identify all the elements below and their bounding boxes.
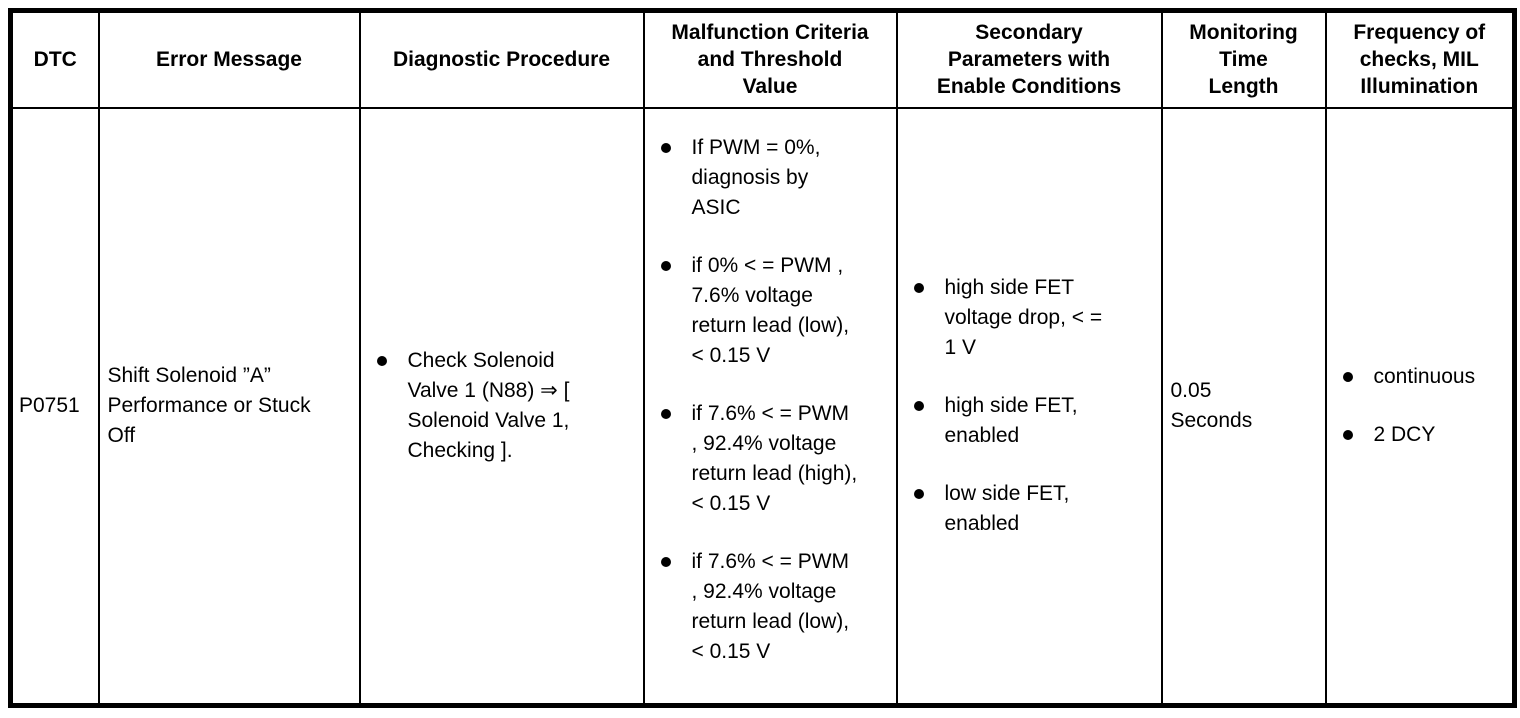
error-message-text: Shift Solenoid ”A” Performance or Stuck … (107, 363, 311, 447)
bullet-icon (1342, 371, 1353, 382)
cell-error-message: Shift Solenoid ”A” Performance or Stuck … (97, 106, 361, 707)
secondary-parameters-list: high side FET voltage drop, < = 1 V high… (899, 273, 1160, 539)
list-item: 2 DCY (1328, 420, 1513, 450)
list-item-text: high side FET, enabled (944, 393, 1078, 447)
bullet-icon (660, 260, 671, 271)
bullet-icon (660, 142, 671, 153)
header-row: DTC Error Message Diagnostic Procedure M… (9, 9, 1516, 109)
diagnostic-procedure-list: Check Solenoid Valve 1 (N88) ⇒ [ Solenoi… (362, 346, 642, 466)
list-item-text: 2 DCY (1373, 422, 1436, 446)
list-item-text: Check Solenoid Valve 1 (N88) ⇒ [ Solenoi… (407, 348, 570, 462)
col-header-frequency: Frequency of checks, MIL Illumination (1324, 9, 1516, 109)
col-header-error-message: Error Message (97, 9, 361, 109)
bullet-icon (913, 282, 924, 293)
list-item: if 0% < = PWM , 7.6% voltage return lead… (646, 251, 895, 371)
bullet-icon (376, 355, 387, 366)
list-item-text: if 7.6% < = PWM , 92.4% voltage return l… (691, 401, 858, 515)
col-header-monitoring-time: Monitoring Time Length (1160, 9, 1327, 109)
bullet-icon (660, 408, 671, 419)
table-row: P0751 Shift Solenoid ”A” Performance or … (9, 106, 1516, 707)
col-header-secondary-parameters: Secondary Parameters with Enable Conditi… (895, 9, 1163, 109)
dtc-code: P0751 (19, 393, 80, 417)
list-item-text: high side FET voltage drop, < = 1 V (944, 275, 1103, 359)
list-item-text: if 7.6% < = PWM , 92.4% voltage return l… (691, 549, 850, 663)
list-item: Check Solenoid Valve 1 (N88) ⇒ [ Solenoi… (362, 346, 642, 466)
list-item-text: If PWM = 0%, diagnosis by ASIC (691, 135, 821, 219)
cell-frequency: continuous 2 DCY (1324, 106, 1516, 707)
list-item: low side FET, enabled (899, 479, 1160, 539)
bullet-icon (913, 400, 924, 411)
bullet-icon (660, 556, 671, 567)
cell-secondary-parameters: high side FET voltage drop, < = 1 V high… (895, 106, 1163, 707)
list-item: continuous (1328, 362, 1513, 392)
list-item: if 7.6% < = PWM , 92.4% voltage return l… (646, 547, 895, 667)
list-item: if 7.6% < = PWM , 92.4% voltage return l… (646, 399, 895, 519)
cell-diagnostic-procedure: Check Solenoid Valve 1 (N88) ⇒ [ Solenoi… (358, 106, 645, 707)
col-header-diagnostic-procedure: Diagnostic Procedure (358, 9, 645, 109)
cell-dtc: P0751 (9, 106, 100, 707)
malfunction-criteria-list: If PWM = 0%, diagnosis by ASIC if 0% < =… (646, 133, 895, 667)
list-item-text: low side FET, enabled (944, 481, 1070, 535)
bullet-icon (1342, 429, 1353, 440)
col-header-dtc: DTC (9, 9, 100, 109)
list-item: high side FET, enabled (899, 391, 1160, 451)
bullet-icon (913, 488, 924, 499)
dtc-table: DTC Error Message Diagnostic Procedure M… (8, 8, 1517, 708)
list-item: If PWM = 0%, diagnosis by ASIC (646, 133, 895, 223)
col-header-malfunction-criteria: Malfunction Criteria and Threshold Value (642, 9, 898, 109)
monitoring-time-text: 0.05 Seconds (1170, 378, 1253, 432)
cell-malfunction-criteria: If PWM = 0%, diagnosis by ASIC if 0% < =… (642, 106, 898, 707)
frequency-list: continuous 2 DCY (1328, 362, 1513, 450)
list-item: high side FET voltage drop, < = 1 V (899, 273, 1160, 363)
cell-monitoring-time: 0.05 Seconds (1160, 106, 1327, 707)
list-item-text: continuous (1373, 364, 1476, 388)
list-item-text: if 0% < = PWM , 7.6% voltage return lead… (691, 253, 850, 367)
